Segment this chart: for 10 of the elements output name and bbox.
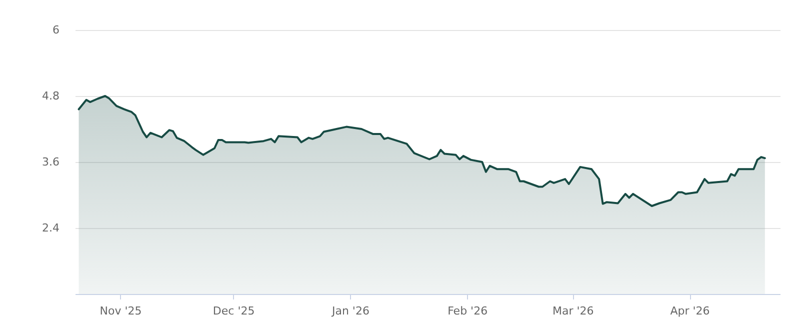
y-tick-label: 2.4 bbox=[42, 222, 60, 234]
x-tick-label: Apr '26 bbox=[670, 304, 710, 318]
x-tick-label: Feb '26 bbox=[448, 304, 488, 318]
x-tick-label: Nov '25 bbox=[100, 304, 142, 318]
y-tick-label: 6 bbox=[52, 24, 60, 36]
y-tick-label: 4.8 bbox=[42, 90, 60, 102]
y-tick-label: 3.6 bbox=[42, 156, 60, 168]
x-tick-label: Jan '26 bbox=[330, 304, 370, 318]
x-tick-label: Mar '26 bbox=[552, 304, 594, 318]
x-tick-label: Dec '25 bbox=[212, 304, 255, 318]
